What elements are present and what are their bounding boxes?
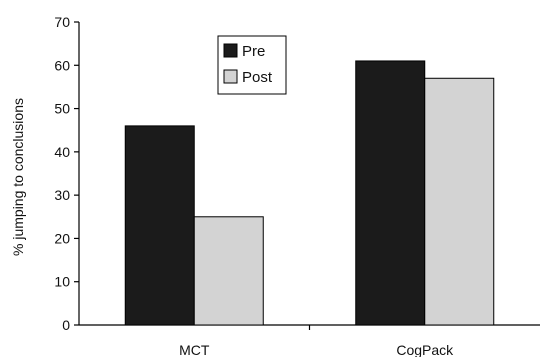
legend-swatch-pre: [223, 43, 238, 58]
y-tick-label: 40: [54, 144, 70, 160]
legend-swatch-post: [223, 69, 238, 84]
plot-area: 0 10 20 30 40 50 60 70 MCT CogPack Pre Post: [54, 14, 540, 357]
y-tick-label: 0: [62, 317, 70, 333]
legend-label-pre: Pre: [242, 43, 265, 60]
y-tick-label: 50: [54, 101, 70, 117]
y-tick-label: 70: [54, 14, 70, 30]
y-tick-label: 60: [54, 57, 70, 73]
bar-post-cogpack: [424, 77, 495, 326]
bar-pre-mct: [124, 125, 195, 326]
x-tick-label: MCT: [179, 342, 210, 357]
y-tick-label: 10: [54, 274, 70, 290]
x-tick-label: CogPack: [396, 342, 454, 357]
bar-post-mct: [193, 216, 264, 326]
bar-pre-cogpack: [355, 60, 426, 326]
y-axis-label: % jumping to conclusions: [10, 98, 26, 256]
y-tick-label: 20: [54, 230, 70, 246]
legend-label-post: Post: [242, 69, 273, 86]
y-tick-label: 30: [54, 187, 70, 203]
